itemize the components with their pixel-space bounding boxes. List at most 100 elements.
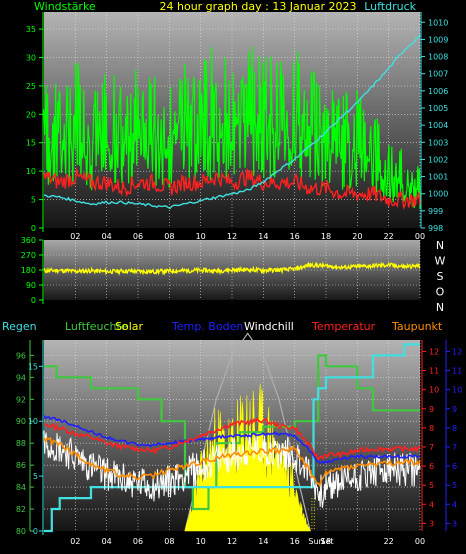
compass-label: S <box>437 270 444 283</box>
wind-direction-line <box>43 261 421 276</box>
direction-tick-label: 90 <box>26 281 36 290</box>
temperature-tick-label: 11 <box>429 367 439 376</box>
x-tick-label: 10 <box>196 537 206 546</box>
rain-legend: Regen <box>2 320 37 333</box>
sunrise-label: Sun <box>308 537 323 546</box>
humidity-tick-label: 84 <box>16 483 26 492</box>
pressure-tick-label: 1009 <box>428 35 448 44</box>
soil-temp-tick-label: 5 <box>452 481 457 490</box>
x-tick-label: 14 <box>258 537 268 546</box>
soil-temp-tick-label: 6 <box>452 462 457 471</box>
pressure-tick-label: 1006 <box>428 87 448 96</box>
dewpoint-line <box>43 436 421 488</box>
temperature-legend: Temperatur <box>311 320 376 333</box>
x-tick-label: 08 <box>164 232 174 241</box>
wind-tick-label: 25 <box>26 82 36 91</box>
compass-label: N <box>436 239 444 252</box>
humidity-tick-label: 82 <box>16 505 26 514</box>
humidity-tick-label: 92 <box>16 395 26 404</box>
wind-pressure-plot: 0510152025303599899910001001100210031004… <box>26 12 448 241</box>
rain-tick-label: 10 <box>28 417 38 426</box>
rain-tick-label: 5 <box>33 472 38 481</box>
wind-tick-label: 0 <box>31 224 36 233</box>
pressure-tick-label: 999 <box>428 207 443 216</box>
chart-title: 24 hour graph day : 13 Januar 2023 <box>160 0 357 13</box>
direction-tick-label: 180 <box>21 266 36 275</box>
pressure-tick-label: 1000 <box>428 190 448 199</box>
temperature-tick-label: 5 <box>429 481 434 490</box>
x-tick-label: 06 <box>133 232 143 241</box>
wind-min-line <box>43 168 421 210</box>
x-tick-label: 02 <box>70 537 80 546</box>
humidity-tick-label: 80 <box>16 527 26 536</box>
temperature-tick-label: 4 <box>429 500 434 509</box>
humidity-legend: Luftfeuchte <box>65 320 128 333</box>
pressure-tick-label: 1004 <box>428 121 448 130</box>
rain-tick-label: 15 <box>28 362 38 371</box>
wind-axis-label: Windstärke <box>34 0 96 13</box>
pressure-tick-label: 1008 <box>428 53 448 62</box>
wind-tick-label: 30 <box>26 53 36 62</box>
x-tick-label: 18 <box>321 232 331 241</box>
x-tick-label: 00 <box>415 537 425 546</box>
temperature-tick-label: 9 <box>429 405 434 414</box>
x-tick-label: 16 <box>290 537 300 546</box>
humidity-line <box>44 354 420 511</box>
soil-temp-tick-label: 9 <box>452 405 457 414</box>
pressure-tick-label: 1005 <box>428 104 448 113</box>
x-tick-label: 22 <box>384 232 394 241</box>
x-tick-label: 10 <box>196 232 206 241</box>
soil-temp-tick-label: 7 <box>452 443 457 452</box>
humidity-tick-label: 94 <box>16 373 26 382</box>
x-tick-label: 16 <box>290 232 300 241</box>
compass-label: O <box>436 286 445 299</box>
x-tick-label: 00 <box>415 232 425 241</box>
x-tick-label: 12 <box>227 537 237 546</box>
x-tick-label: 18 <box>321 537 331 546</box>
pressure-tick-label: 1001 <box>428 173 448 182</box>
x-tick-label: 14 <box>258 232 268 241</box>
wind-tick-label: 15 <box>26 139 36 148</box>
humidity-tick-label: 90 <box>16 417 26 426</box>
compass-label: N <box>436 301 444 314</box>
x-tick-label: 22 <box>384 537 394 546</box>
x-tick-label: 08 <box>164 537 174 546</box>
soil-temp-legend: Temp. Boden <box>171 320 243 333</box>
x-tick-label: 12 <box>227 232 237 241</box>
temperature-line <box>43 417 421 462</box>
wind-tick-label: 5 <box>31 196 36 205</box>
x-tick-label: 20 <box>352 232 362 241</box>
soil-temp-tick-label: 11 <box>452 367 462 376</box>
solar-legend: Solar <box>115 320 144 333</box>
x-tick-label: 04 <box>102 232 112 241</box>
sunset-label: Set <box>320 537 333 546</box>
soil-temp-tick-label: 8 <box>452 424 457 433</box>
x-tick-label: 06 <box>133 537 143 546</box>
humidity-tick-label: 88 <box>16 439 26 448</box>
humidity-tick-label: 86 <box>16 461 26 470</box>
rain-line <box>44 343 420 533</box>
direction-tick-label: 270 <box>21 251 36 260</box>
soil-temp-line <box>43 415 421 465</box>
compass-label: W <box>435 255 446 268</box>
rain-tick-label: 0 <box>33 527 38 536</box>
soil-temp-tick-label: 10 <box>452 386 462 395</box>
temperature-tick-label: 12 <box>429 347 439 356</box>
windchill-legend: Windchill <box>244 320 294 333</box>
wind-gust-line <box>43 46 421 209</box>
pressure-tick-label: 1010 <box>428 18 448 27</box>
x-tick-label: 04 <box>102 537 112 546</box>
pressure-axis-label: Luftdruck <box>364 0 416 13</box>
temperature-tick-label: 7 <box>429 443 434 452</box>
soil-temp-tick-label: 12 <box>452 347 462 356</box>
pressure-tick-label: 1002 <box>428 155 448 164</box>
humidity-tick-label: 96 <box>16 351 26 360</box>
wind-tick-label: 35 <box>26 25 36 34</box>
pressure-tick-label: 1007 <box>428 70 448 79</box>
temperature-tick-label: 8 <box>429 424 434 433</box>
temperature-tick-label: 6 <box>429 462 434 471</box>
temperature-tick-label: 3 <box>429 519 434 528</box>
